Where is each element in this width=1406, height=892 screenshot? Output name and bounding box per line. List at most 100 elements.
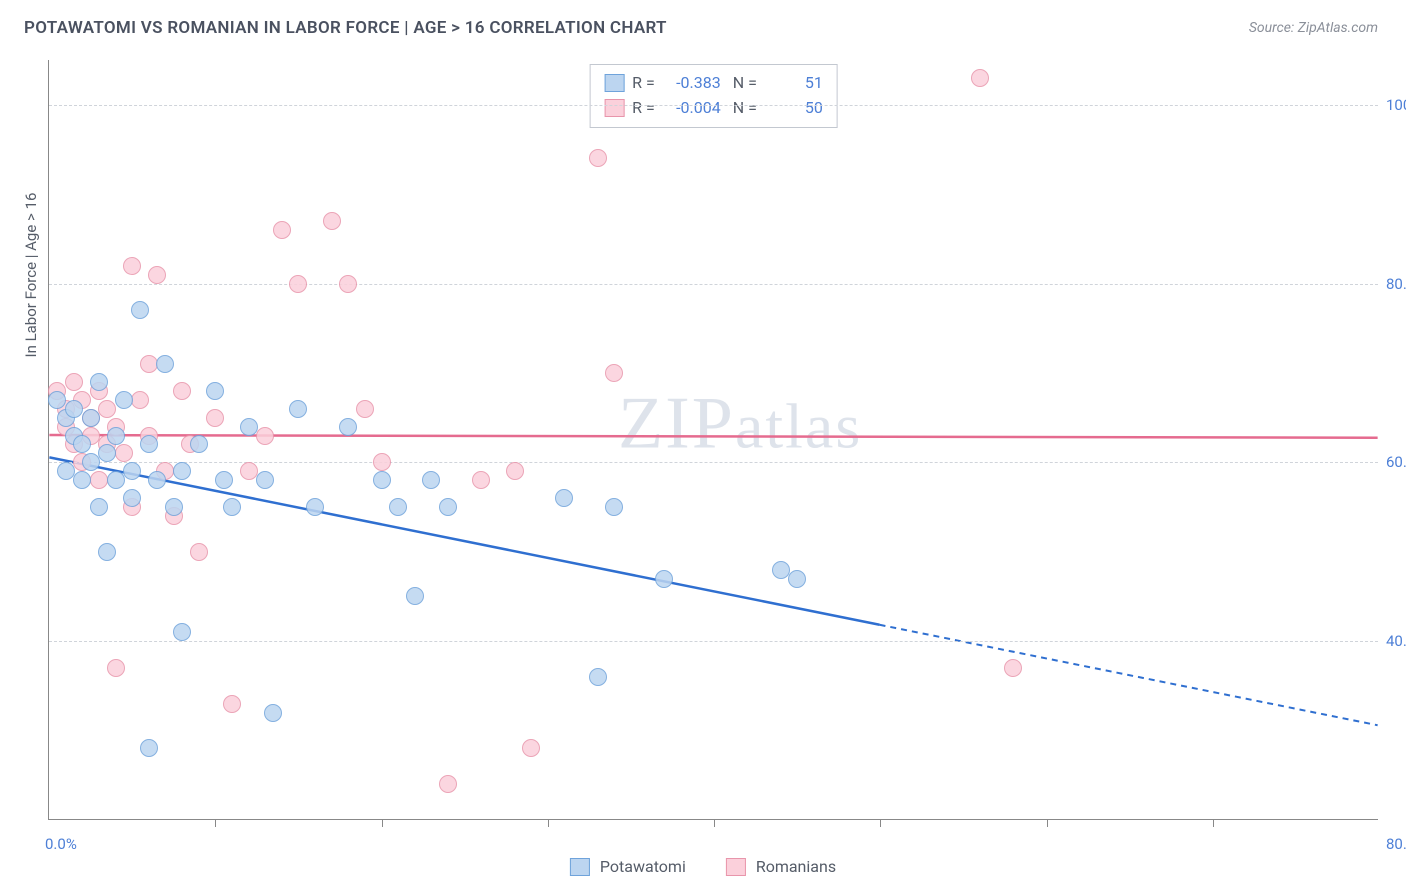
stats-row-romanians: R = -0.004 N = 50 (604, 96, 823, 121)
data-point (422, 471, 440, 489)
data-point (306, 498, 324, 516)
data-point (788, 570, 806, 588)
data-point (240, 462, 258, 480)
legend-item-romanians: Romanians (726, 857, 836, 876)
data-point (264, 704, 282, 722)
data-point (90, 498, 108, 516)
stats-row-potawatomi: R = -0.383 N = 51 (604, 71, 823, 96)
data-point (115, 391, 133, 409)
stats-n-label: N = (729, 96, 757, 121)
data-point (148, 266, 166, 284)
data-point (389, 498, 407, 516)
chart-title: POTAWATOMI VS ROMANIAN IN LABOR FORCE | … (24, 18, 667, 38)
data-point (506, 462, 524, 480)
y-tick-label: 100.0% (1386, 96, 1406, 114)
data-point (472, 471, 490, 489)
data-point (148, 471, 166, 489)
legend-label-potawatomi: Potawatomi (600, 857, 686, 876)
data-point (65, 400, 83, 418)
x-tick-label: 0.0% (45, 835, 77, 853)
stats-n-label: N = (729, 71, 757, 96)
gridline (49, 284, 1378, 285)
stats-r-label: R = (632, 71, 655, 96)
data-point (223, 695, 241, 713)
data-point (131, 391, 149, 409)
data-point (555, 489, 573, 507)
swatch-romanians (726, 858, 746, 876)
x-tick (714, 819, 715, 827)
data-point (90, 471, 108, 489)
watermark: ZIPatlas (618, 382, 862, 467)
data-point (605, 364, 623, 382)
data-point (323, 212, 341, 230)
stats-n-romanians: 50 (765, 96, 823, 121)
data-point (589, 149, 607, 167)
data-point (605, 498, 623, 516)
data-point (190, 435, 208, 453)
data-point (206, 409, 224, 427)
x-tick (215, 819, 216, 827)
data-point (339, 275, 357, 293)
stats-r-label: R = (632, 96, 655, 121)
data-point (98, 400, 116, 418)
chart-header: POTAWATOMI VS ROMANIAN IN LABOR FORCE | … (0, 0, 1406, 48)
data-point (107, 471, 125, 489)
data-point (971, 69, 989, 87)
data-point (140, 355, 158, 373)
swatch-potawatomi (570, 858, 590, 876)
data-point (772, 561, 790, 579)
swatch-potawatomi (604, 74, 624, 92)
chart-plot-area: ZIPatlas R = -0.383 N = 51 R = -0.004 N … (48, 60, 1378, 820)
data-point (123, 489, 141, 507)
data-point (107, 659, 125, 677)
x-tick (382, 819, 383, 827)
x-tick (1213, 819, 1214, 827)
data-point (273, 221, 291, 239)
stats-legend-box: R = -0.383 N = 51 R = -0.004 N = 50 (589, 64, 838, 128)
stats-r-potawatomi: -0.383 (663, 71, 721, 96)
data-point (223, 498, 241, 516)
data-point (140, 435, 158, 453)
data-point (165, 498, 183, 516)
data-point (131, 301, 149, 319)
data-point (123, 462, 141, 480)
data-point (215, 471, 233, 489)
x-tick (548, 819, 549, 827)
data-point (82, 409, 100, 427)
data-point (48, 391, 66, 409)
data-point (289, 275, 307, 293)
data-point (256, 427, 274, 445)
data-point (123, 257, 141, 275)
data-point (522, 739, 540, 757)
x-tick-label: 80.0% (1386, 835, 1406, 853)
data-point (173, 623, 191, 641)
data-point (73, 471, 91, 489)
data-point (140, 739, 158, 757)
data-point (90, 373, 108, 391)
data-point (73, 435, 91, 453)
x-tick (1047, 819, 1048, 827)
data-point (240, 418, 258, 436)
data-point (173, 382, 191, 400)
stats-n-potawatomi: 51 (765, 71, 823, 96)
data-point (115, 444, 133, 462)
data-point (373, 471, 391, 489)
y-axis-title: In Labor Force | Age > 16 (22, 193, 40, 358)
data-point (98, 444, 116, 462)
data-point (439, 498, 457, 516)
data-point (98, 543, 116, 561)
data-point (57, 462, 75, 480)
data-point (190, 543, 208, 561)
data-point (206, 382, 224, 400)
y-tick-label: 80.0% (1386, 275, 1406, 293)
swatch-romanians (604, 99, 624, 117)
stats-r-romanians: -0.004 (663, 96, 721, 121)
data-point (339, 418, 357, 436)
data-point (406, 587, 424, 605)
data-point (173, 462, 191, 480)
trend-lines (49, 60, 1378, 819)
gridline (49, 641, 1378, 642)
gridline (49, 105, 1378, 106)
data-point (256, 471, 274, 489)
data-point (156, 355, 174, 373)
